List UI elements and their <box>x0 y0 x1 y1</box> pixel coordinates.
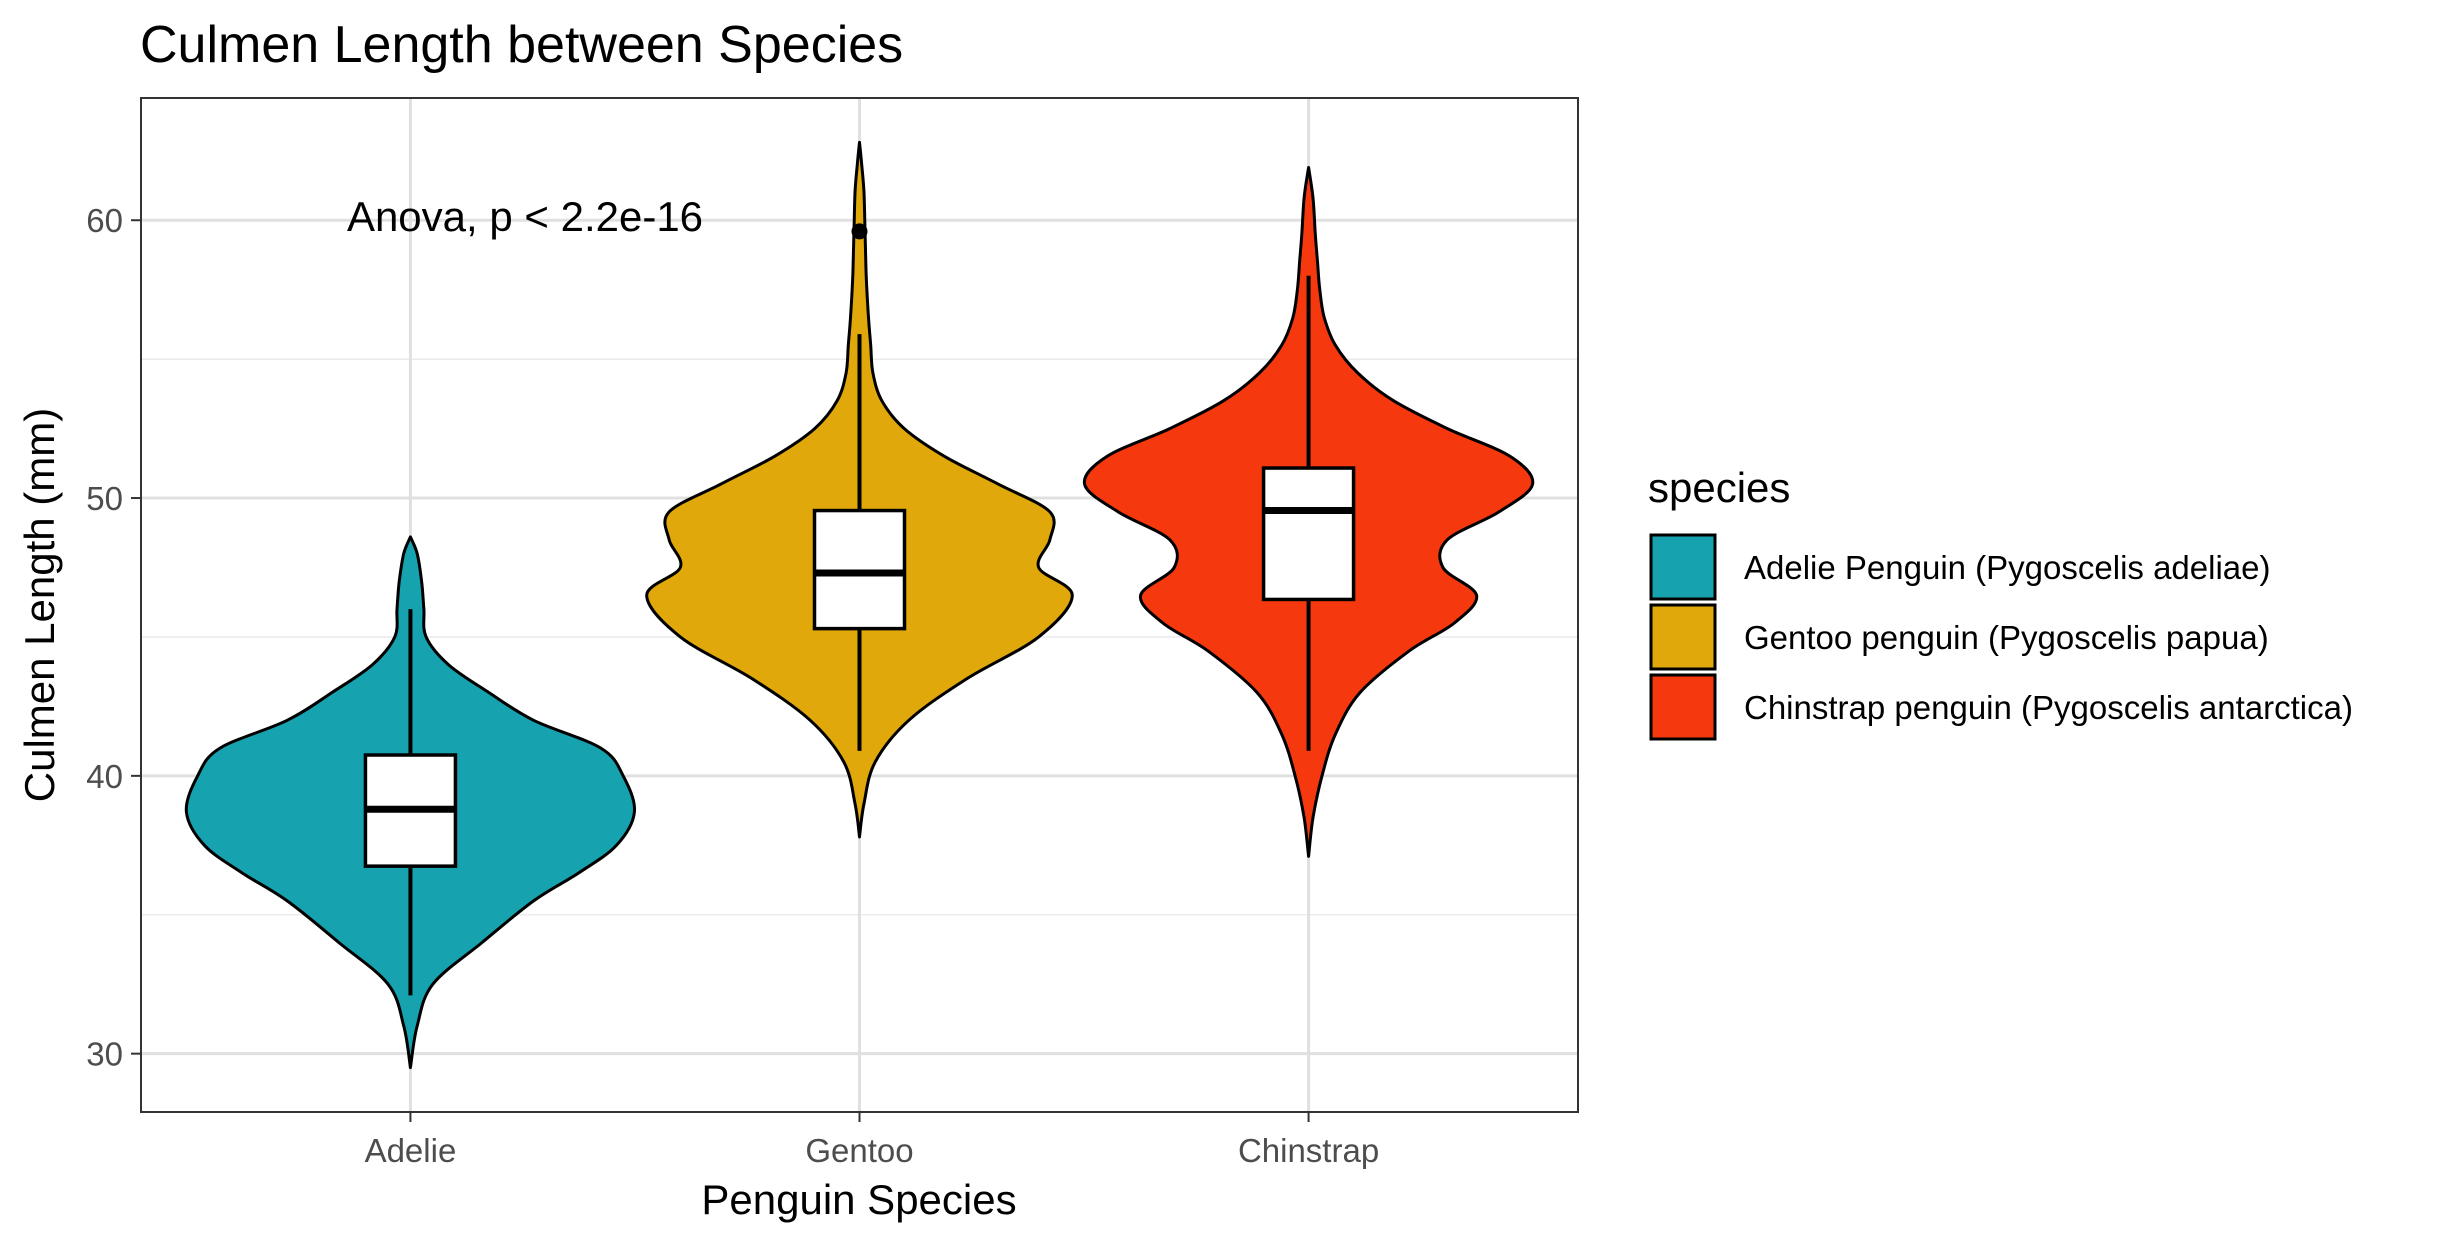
y-tick-label: 30 <box>86 1036 123 1073</box>
legend-key <box>1649 603 1717 671</box>
x-axis-title: Penguin Species <box>701 1176 1016 1223</box>
legend-key <box>1649 673 1717 741</box>
chart-title: Culmen Length between Species <box>140 16 903 74</box>
x-tick-label: Chinstrap <box>1238 1132 1379 1169</box>
y-tick-label: 60 <box>86 202 123 239</box>
y-tick-label: 40 <box>86 758 123 795</box>
legend-title: species <box>1648 464 1790 511</box>
violin-group-adelie <box>184 535 636 1070</box>
x-tick-label: Gentoo <box>805 1132 913 1169</box>
legend-key <box>1649 533 1717 601</box>
legend-label: Gentoo penguin (Pygoscelis papua) <box>1744 619 2269 656</box>
y-tick-label: 50 <box>86 480 123 517</box>
outlier-point <box>851 223 868 240</box>
box-iqr <box>1261 466 1356 602</box>
x-axis: Adelie Gentoo Chinstrap <box>365 1112 1379 1169</box>
legend-label: Adelie Penguin (Pygoscelis adeliae) <box>1744 549 2271 586</box>
legend-label: Chinstrap penguin (Pygoscelis antarctica… <box>1744 689 2353 726</box>
anova-annotation: Anova, p < 2.2e-16 <box>347 193 703 240</box>
x-tick-label: Adelie <box>365 1132 457 1169</box>
violin-group-gentoo <box>645 140 1074 839</box>
y-axis-title: Culmen Length (mm) <box>16 408 63 802</box>
violin-group-chinstrap <box>1082 166 1535 858</box>
y-axis: 30 40 50 60 <box>86 202 141 1073</box>
violins <box>184 140 1535 1070</box>
legend: species Adelie Penguin (Pygoscelis adeli… <box>1648 464 2353 741</box>
